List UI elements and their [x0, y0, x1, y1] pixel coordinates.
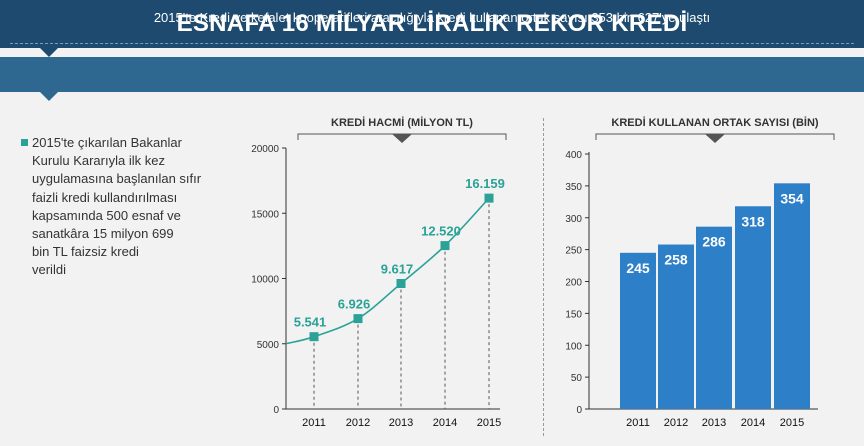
bar-value-label: 258	[664, 252, 688, 268]
x-tick-label: 2012	[664, 417, 688, 429]
note-line: uygulamasına başlanılan sıfır	[32, 171, 202, 187]
series-line	[285, 197, 490, 345]
y-tick-label: 10000	[251, 275, 279, 286]
y-tick-label: 0	[273, 405, 279, 416]
bar	[620, 252, 656, 409]
note-line: 2015'te çıkarılan Bakanlar	[32, 135, 182, 150]
data-label: 5.541	[294, 315, 327, 330]
data-point	[309, 332, 319, 342]
x-tick-label: 2014	[741, 417, 765, 429]
note-line: verildi	[32, 262, 66, 278]
title-pointer	[392, 134, 412, 143]
chart-divider	[543, 118, 544, 436]
note-line: kapsamında 500 esnaf ve	[32, 207, 181, 223]
x-tick-label: 2015	[477, 417, 501, 429]
data-point	[440, 241, 450, 251]
data-point	[484, 193, 494, 203]
y-tick-label: 20000	[251, 144, 279, 155]
bar-value-label: 318	[741, 213, 765, 229]
header-divider	[10, 43, 854, 44]
page-title: ESNAFA 16 MİLYAR LİRALIK REKOR KREDİ	[176, 10, 688, 37]
subtitle-pointer	[40, 92, 58, 101]
header-banner	[0, 0, 864, 48]
x-tick-label: 2013	[389, 417, 413, 429]
note-line: Kurulu Kararıyla ilk kez	[32, 153, 165, 169]
y-tick-label: 0	[576, 405, 582, 416]
bar	[735, 206, 771, 409]
bar-value-label: 286	[702, 234, 726, 250]
y-tick-label: 300	[565, 214, 582, 225]
x-tick-label: 2011	[626, 417, 650, 429]
y-tick-label: 400	[565, 150, 582, 161]
data-point	[396, 278, 406, 288]
x-tick-label: 2014	[433, 417, 457, 429]
x-tick-label: 2015	[780, 417, 804, 429]
data-label: 12.520	[421, 224, 461, 239]
chart-title: KREDİ HACMİ (MİLYON TL)	[331, 116, 473, 129]
subtitle-banner	[0, 57, 864, 92]
chart-title: KREDİ KULLANAN ORTAK SAYISI (BİN)	[611, 116, 819, 129]
data-label: 9.617	[381, 261, 414, 276]
x-tick-label: 2012	[346, 417, 370, 429]
y-tick-label: 15000	[251, 209, 279, 220]
y-tick-label: 350	[565, 182, 582, 193]
bar	[774, 183, 810, 409]
title-bracket	[595, 133, 835, 140]
data-label: 16.159	[465, 176, 505, 191]
bar	[696, 226, 732, 409]
bar	[658, 244, 694, 409]
bullet-square-icon	[21, 139, 28, 146]
y-tick-label: 50	[571, 373, 583, 384]
note-line: bin TL faizsiz kredi	[32, 244, 139, 260]
data-label: 6.926	[338, 297, 371, 312]
x-tick-label: 2011	[302, 417, 326, 429]
x-tick-label: 2013	[702, 417, 726, 429]
note-line: faizli kredi kullandırılması	[32, 189, 178, 205]
header-pointer	[40, 48, 58, 57]
y-tick-label: 200	[565, 278, 582, 289]
title-pointer	[705, 134, 725, 143]
page-subtitle: 2015'te Kredi ve kefalet kooperatifleri …	[153, 10, 711, 25]
info-note: 2015'te çıkarılan Bakanlar Kurulu Kararı…	[21, 134, 252, 280]
note-line: sanatkâra 15 milyon 699	[32, 226, 174, 242]
y-tick-label: 150	[565, 309, 582, 320]
title-bracket	[297, 133, 507, 140]
y-tick-label: 250	[565, 246, 582, 257]
bar-value-label: 354	[780, 190, 804, 206]
y-tick-label: 100	[565, 341, 582, 352]
y-tick-label: 5000	[257, 340, 280, 351]
data-point	[353, 314, 363, 324]
bar-value-label: 245	[626, 260, 650, 276]
